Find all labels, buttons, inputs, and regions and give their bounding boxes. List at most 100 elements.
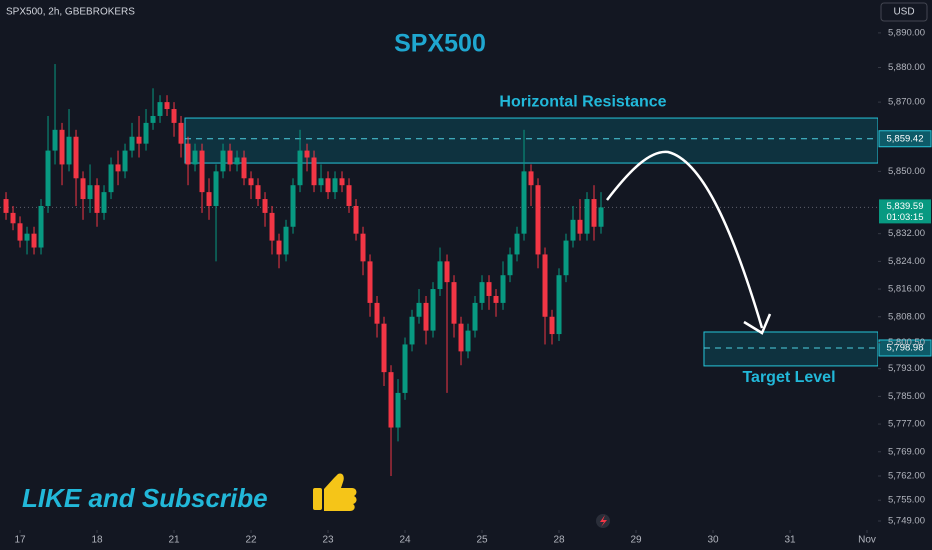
candle-body bbox=[318, 178, 324, 186]
candle-body bbox=[171, 109, 177, 123]
candle-body bbox=[563, 240, 569, 276]
thumbs-up-icon bbox=[313, 473, 357, 511]
axis-layer: 5,859.42 5,798.98 5,890.00 5,880.00 5,870.00… bbox=[14, 27, 932, 546]
candle-body bbox=[437, 261, 443, 290]
y-tick-label: 5,762.00 bbox=[888, 471, 925, 482]
candle-body bbox=[325, 178, 331, 193]
candle-body bbox=[388, 372, 394, 428]
y-tick-label: 5,870.00 bbox=[888, 97, 925, 108]
candle-body bbox=[346, 185, 352, 206]
candle-body bbox=[598, 207, 604, 227]
y-tick-label: 5,785.00 bbox=[888, 391, 925, 402]
candle-body bbox=[479, 282, 485, 303]
candle-body bbox=[66, 136, 72, 165]
candle-body bbox=[3, 199, 9, 213]
candle-body bbox=[381, 323, 387, 373]
y-tick-label: 5,808.00 bbox=[888, 311, 925, 322]
x-tick-label: 23 bbox=[322, 535, 334, 546]
y-tick-label: 5,850.00 bbox=[888, 166, 925, 177]
candle-body bbox=[122, 150, 128, 172]
x-tick-label: 25 bbox=[476, 535, 488, 546]
x-tick-label: 30 bbox=[707, 535, 719, 546]
candle-body bbox=[136, 136, 142, 144]
candle-body bbox=[542, 254, 548, 317]
candle-body bbox=[227, 150, 233, 165]
candle-body bbox=[521, 171, 527, 234]
candle-body bbox=[80, 178, 86, 200]
x-tick-label: 18 bbox=[91, 535, 103, 546]
price-badge-label: 5,859.42 bbox=[887, 133, 924, 144]
candle-body bbox=[262, 199, 268, 213]
currency-label: USD bbox=[893, 7, 914, 18]
candle-body bbox=[178, 122, 184, 144]
candle-body bbox=[493, 295, 499, 303]
candle-body bbox=[115, 164, 121, 172]
candle-body bbox=[108, 164, 114, 193]
symbol-header: SPX500, 2h, GBEBROKERS bbox=[6, 7, 135, 18]
candle-body bbox=[52, 129, 58, 151]
candle-body bbox=[87, 185, 93, 200]
candle-body bbox=[38, 205, 44, 248]
candle-body bbox=[339, 178, 345, 186]
y-tick-label: 5,880.00 bbox=[888, 62, 925, 73]
candle-body bbox=[353, 205, 359, 234]
candle-body bbox=[528, 171, 534, 186]
candle-body bbox=[59, 129, 65, 165]
candle-body bbox=[213, 171, 219, 206]
y-tick-label: 5,890.00 bbox=[888, 27, 925, 38]
candle-body bbox=[290, 185, 296, 227]
current-price-label: 5,839.59 bbox=[887, 201, 924, 212]
candle-body bbox=[297, 150, 303, 186]
candle-body bbox=[10, 212, 16, 224]
candle-body bbox=[220, 150, 226, 172]
price-badge bbox=[878, 130, 932, 148]
candle-body bbox=[24, 233, 30, 241]
candle-body bbox=[206, 192, 212, 206]
candle-body bbox=[129, 136, 135, 151]
x-tick-label: 17 bbox=[14, 535, 26, 546]
banner: LIKE and Subscribe bbox=[22, 483, 268, 513]
y-tick-label: 5,777.00 bbox=[888, 419, 925, 430]
candle-body bbox=[94, 185, 100, 213]
candle-body bbox=[367, 261, 373, 303]
candle-body bbox=[150, 115, 156, 123]
candle-body bbox=[584, 199, 590, 234]
candle-body bbox=[423, 302, 429, 331]
candle-body bbox=[430, 289, 436, 331]
y-tick-label: 5,755.00 bbox=[888, 495, 925, 506]
candle-body bbox=[409, 316, 415, 345]
candle-body bbox=[465, 330, 471, 352]
candle-body bbox=[395, 392, 401, 428]
candle-body bbox=[472, 302, 478, 331]
price-axis bbox=[878, 0, 932, 550]
candle-body bbox=[591, 199, 597, 227]
candle-body bbox=[164, 102, 170, 110]
candle-body bbox=[255, 185, 261, 200]
candle-body bbox=[45, 150, 51, 206]
candle-body bbox=[332, 178, 338, 193]
candle-body bbox=[269, 212, 275, 241]
candle-body bbox=[101, 192, 107, 213]
candle-body bbox=[304, 150, 310, 158]
y-tick-label: 5,800.50 bbox=[888, 337, 925, 348]
current-price-badge bbox=[879, 199, 931, 224]
candle-body bbox=[451, 282, 457, 324]
price-badge bbox=[878, 339, 932, 357]
candle-body bbox=[73, 136, 79, 179]
y-tick-label: 5,824.00 bbox=[888, 256, 925, 267]
candle-body bbox=[570, 219, 576, 241]
candle-body bbox=[143, 122, 149, 144]
zone bbox=[703, 331, 879, 367]
candle-body bbox=[416, 302, 422, 317]
candle-body bbox=[374, 302, 380, 324]
y-tick-label: 5,769.00 bbox=[888, 446, 925, 457]
x-tick-label: 24 bbox=[399, 535, 411, 546]
candle-body bbox=[577, 219, 583, 234]
currency-button[interactable] bbox=[880, 2, 928, 22]
candle-body bbox=[311, 157, 317, 186]
candle-body bbox=[185, 143, 191, 165]
candle-body bbox=[500, 275, 506, 303]
zone-label: Horizontal Resistance bbox=[499, 93, 666, 110]
